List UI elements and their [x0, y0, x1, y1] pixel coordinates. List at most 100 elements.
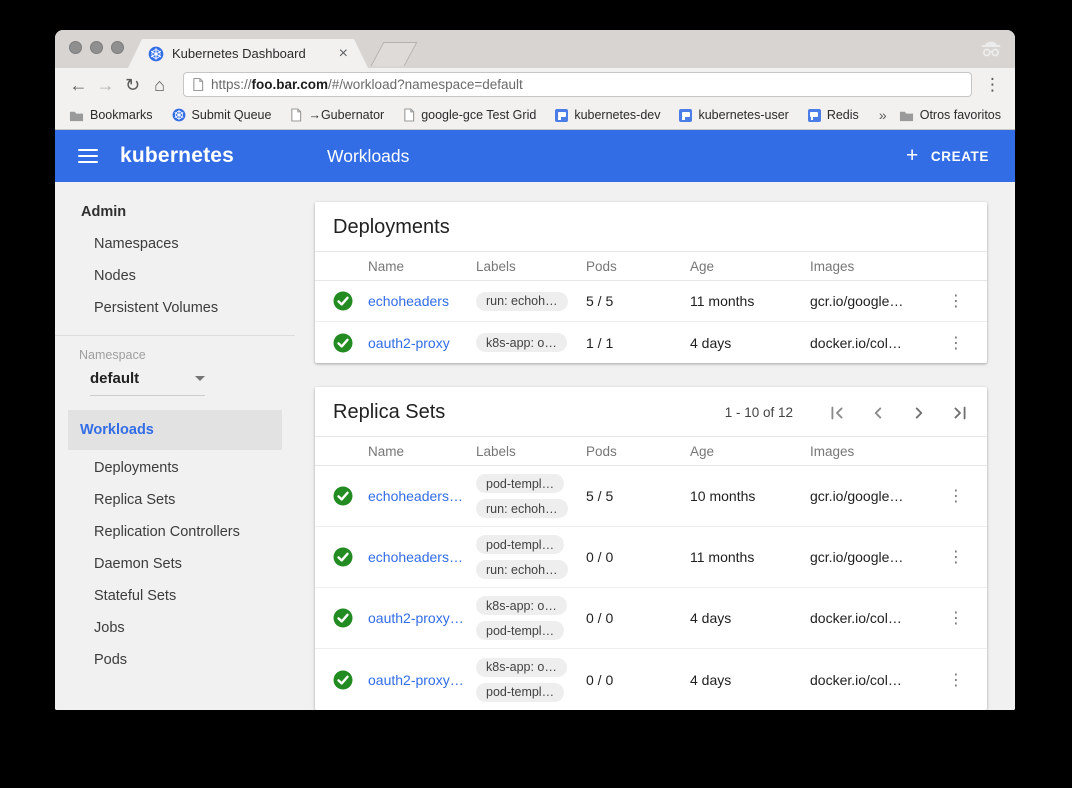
bookmark-bookmarks[interactable]: Bookmarks: [69, 108, 153, 122]
sidebar-item-stateful-sets[interactable]: Stateful Sets: [94, 588, 177, 604]
row-menu-icon[interactable]: ⋮: [948, 671, 964, 689]
page-title: Workloads: [327, 145, 410, 166]
table-row[interactable]: echoheaders… pod-templ… run: echoh… 5 / …: [315, 466, 987, 527]
chevron-left-icon[interactable]: [867, 402, 889, 424]
create-button[interactable]: + CREATE: [906, 144, 989, 168]
sidebar-item-nodes[interactable]: Nodes: [94, 268, 136, 284]
bookmark-redis[interactable]: Redis: [807, 108, 859, 122]
namespace-label: Namespace: [79, 348, 146, 362]
table-row[interactable]: oauth2-proxy k8s-app: o… 1 / 1 4 days do…: [315, 322, 987, 363]
create-label: CREATE: [930, 148, 989, 164]
bookmark-kubernetes-user[interactable]: kubernetes-user: [679, 108, 789, 122]
folder-icon: [899, 111, 913, 122]
status-ok-icon: [333, 547, 353, 567]
label-chip: pod-templ…: [476, 621, 565, 640]
column-age: Age: [690, 258, 715, 274]
pods-cell: 1 / 1: [586, 334, 614, 351]
row-menu-icon[interactable]: ⋮: [948, 549, 964, 566]
sidebar-nav: Admin Namespaces Nodes Persistent Volume…: [55, 182, 295, 710]
pods-cell: 5 / 5: [586, 488, 614, 504]
forward-icon[interactable]: →: [96, 74, 115, 95]
label-chip: pod-templ…: [476, 474, 565, 493]
reload-icon[interactable]: ↻: [124, 74, 141, 95]
table-row[interactable]: echoheaders run: echoh… 5 / 5 11 months …: [315, 281, 987, 322]
sidebar-item-persistent-volumes[interactable]: Persistent Volumes: [94, 300, 219, 316]
column-pods: Pods: [586, 258, 617, 274]
back-icon[interactable]: ←: [69, 74, 88, 95]
resource-link[interactable]: oauth2-proxy…: [368, 671, 464, 688]
replica-sets-card: Replica Sets 1 - 10 of 12: [315, 387, 987, 710]
namespace-select[interactable]: default: [90, 370, 205, 396]
sidebar-item-replica-sets[interactable]: Replica Sets: [94, 492, 176, 508]
table-header: Name Labels Pods Age Images: [315, 251, 987, 281]
chevron-right-icon[interactable]: [908, 402, 930, 424]
kubernetes-favicon-icon: [148, 46, 164, 62]
row-menu-icon[interactable]: ⋮: [948, 488, 964, 505]
card-title: Replica Sets: [333, 401, 446, 423]
label-chip: run: echoh…: [476, 291, 568, 311]
bookmark-label: Submit Queue: [191, 108, 272, 122]
sidebar-item-replication-controllers[interactable]: Replication Controllers: [94, 524, 240, 540]
age-cell: 10 months: [690, 488, 756, 504]
sidebar-item-namespaces[interactable]: Namespaces: [94, 236, 179, 252]
tab-close-icon[interactable]: ×: [338, 44, 348, 62]
pods-cell: 5 / 5: [586, 293, 614, 309]
page-icon: [404, 108, 415, 122]
new-tab-button[interactable]: [370, 42, 418, 66]
bookmark-label: kubernetes-user: [698, 108, 789, 122]
sidebar-item-workloads[interactable]: Workloads: [68, 410, 282, 450]
sidebar-item-deployments[interactable]: Deployments: [94, 460, 179, 476]
zoom-window-button[interactable]: [111, 41, 124, 54]
address-bar[interactable]: https://foo.bar.com/#/workload?namespace…: [183, 72, 972, 97]
pagination-range: 1 - 10 of 12: [724, 405, 793, 420]
resource-link[interactable]: oauth2-proxy: [368, 334, 450, 351]
bookmark-otros-favoritos[interactable]: Otros favoritos: [899, 108, 1001, 122]
resource-link[interactable]: echoheaders…: [368, 549, 463, 565]
browser-menu-icon[interactable]: ⋮: [984, 74, 1001, 94]
hamburger-menu-icon[interactable]: [78, 149, 98, 163]
images-cell: docker.io/col…: [810, 671, 902, 688]
sidebar-item-daemon-sets[interactable]: Daemon Sets: [94, 556, 182, 572]
browser-tab[interactable]: Kubernetes Dashboard ×: [128, 39, 368, 68]
column-images: Images: [810, 443, 855, 459]
first-page-icon[interactable]: [826, 402, 848, 424]
sidebar-item-pods[interactable]: Pods: [94, 652, 128, 668]
sidebar-item-admin[interactable]: Admin: [81, 204, 127, 220]
resource-link[interactable]: echoheaders…: [368, 488, 463, 504]
page-security-icon: [193, 77, 204, 92]
label-chip: pod-templ…: [476, 682, 565, 702]
sidebar-item-jobs[interactable]: Jobs: [94, 620, 125, 636]
kubernetes-brand[interactable]: kubernetes: [120, 144, 235, 167]
bookmark-label: Redis: [826, 108, 859, 122]
label-chip: pod-templ…: [476, 535, 565, 554]
pods-cell: 0 / 0: [586, 610, 614, 626]
table-row[interactable]: oauth2-proxy… k8s-app: o… pod-templ… 0 /…: [315, 649, 987, 710]
resource-link[interactable]: echoheaders: [368, 293, 449, 309]
status-ok-icon: [333, 669, 353, 690]
chevron-down-icon: [195, 376, 205, 381]
row-menu-icon[interactable]: ⋮: [948, 293, 964, 310]
table-row[interactable]: echoheaders… pod-templ… run: echoh… 0 / …: [315, 527, 987, 588]
bookmark-label: Otros favoritos: [919, 108, 1001, 122]
table-row[interactable]: oauth2-proxy… k8s-app: o… pod-templ… 0 /…: [315, 588, 987, 649]
minimize-window-button[interactable]: [90, 41, 103, 54]
bookmark-google-gce-test-grid[interactable]: google-gce Test Grid: [403, 108, 536, 122]
bookmark-gubernator[interactable]: →Gubernator: [290, 108, 384, 122]
table-header: Name Labels Pods Age Images: [315, 436, 987, 466]
bookmark-kubernetes-dev[interactable]: kubernetes-dev: [555, 108, 660, 122]
row-menu-icon[interactable]: ⋮: [948, 610, 964, 627]
column-pods: Pods: [586, 443, 617, 459]
bookmark-submit-queue[interactable]: Submit Queue: [171, 108, 272, 122]
bookmarks-overflow-icon[interactable]: »: [878, 107, 887, 123]
deployments-card: Deployments Name Labels Pods Age Images …: [315, 202, 987, 363]
home-icon[interactable]: ⌂: [154, 74, 165, 95]
last-page-icon[interactable]: [949, 402, 971, 424]
kubernetes-icon: [171, 108, 186, 122]
resource-link[interactable]: oauth2-proxy…: [368, 610, 464, 626]
page-icon: [291, 108, 302, 122]
groups-icon: [807, 108, 821, 122]
age-cell: 4 days: [690, 334, 732, 351]
row-menu-icon[interactable]: ⋮: [948, 334, 964, 352]
close-window-button[interactable]: [69, 41, 82, 54]
incognito-icon: [981, 41, 1001, 57]
